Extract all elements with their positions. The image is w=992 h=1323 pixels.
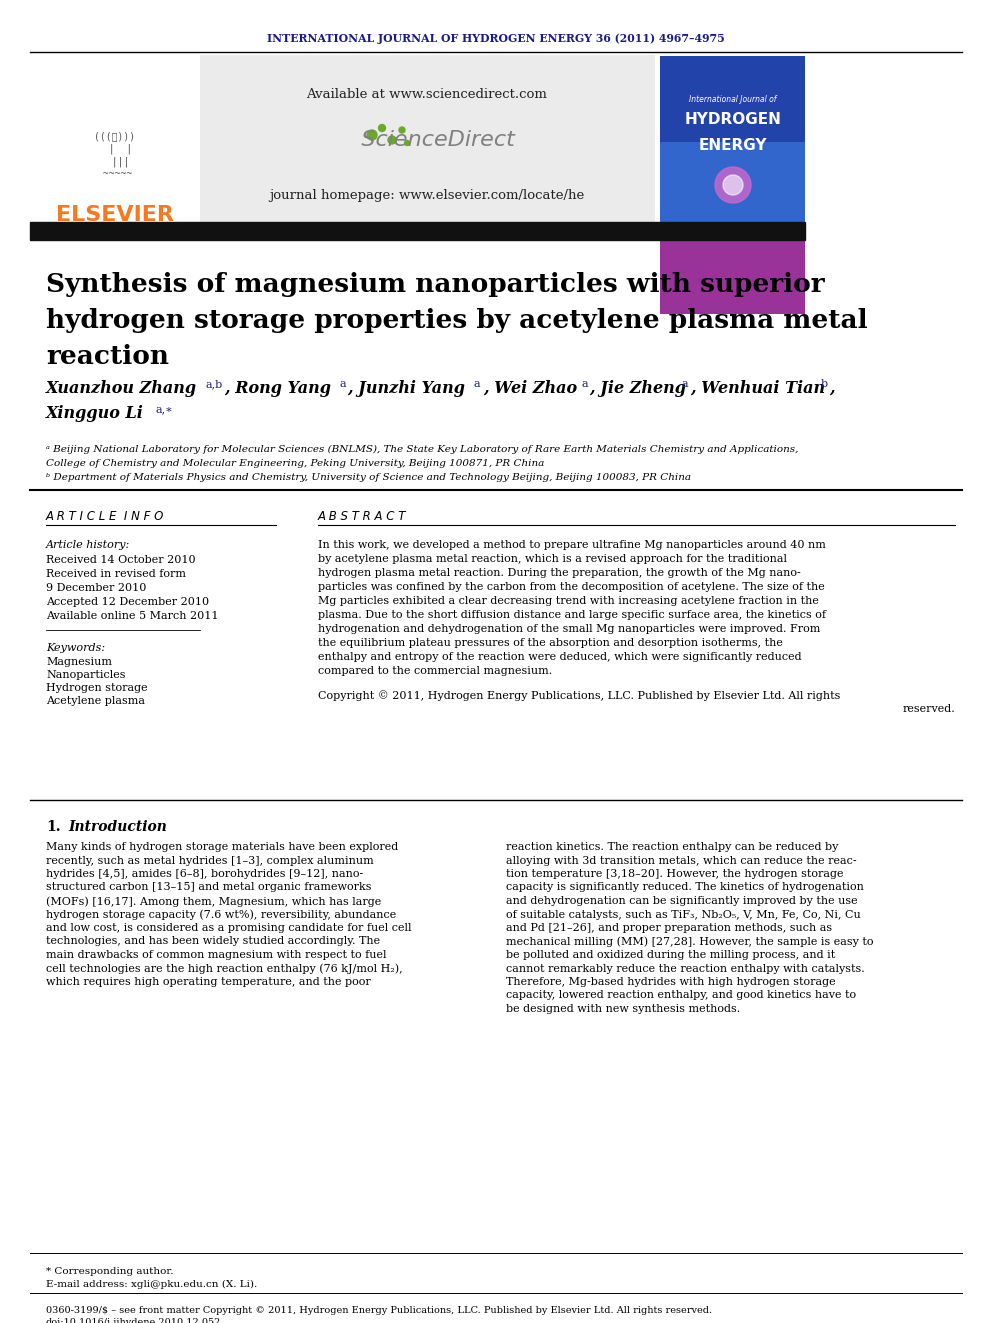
Text: Magnesium: Magnesium	[46, 658, 112, 667]
Text: Article history:: Article history:	[46, 540, 130, 550]
Text: hydrogen storage properties by acetylene plasma metal: hydrogen storage properties by acetylene…	[46, 308, 868, 333]
Text: 0360-3199/$ – see front matter Copyright © 2011, Hydrogen Energy Publications, L: 0360-3199/$ – see front matter Copyright…	[46, 1306, 712, 1315]
Text: structured carbon [13–15] and metal organic frameworks: structured carbon [13–15] and metal orga…	[46, 882, 371, 893]
Text: Received 14 October 2010: Received 14 October 2010	[46, 556, 195, 565]
Text: Xingguo Li: Xingguo Li	[46, 405, 144, 422]
Text: be designed with new synthesis methods.: be designed with new synthesis methods.	[506, 1004, 740, 1013]
Text: hydrogenation and dehydrogenation of the small Mg nanoparticles were improved. F: hydrogenation and dehydrogenation of the…	[318, 624, 820, 634]
Text: , Junzhi Yang: , Junzhi Yang	[347, 380, 465, 397]
Text: Xuanzhou Zhang: Xuanzhou Zhang	[46, 380, 197, 397]
Text: Copyright © 2011, Hydrogen Energy Publications, LLC. Published by Elsevier Ltd. : Copyright © 2011, Hydrogen Energy Public…	[318, 691, 840, 701]
Text: a: a	[681, 378, 687, 389]
Text: by acetylene plasma metal reaction, which is a revised approach for the traditio: by acetylene plasma metal reaction, whic…	[318, 554, 787, 564]
Bar	[200, 56, 655, 228]
Text: a,b: a,b	[206, 378, 223, 389]
Text: (MOFs) [16,17]. Among them, Magnesium, which has large: (MOFs) [16,17]. Among them, Magnesium, w…	[46, 896, 381, 906]
Text: Many kinds of hydrogen storage materials have been explored: Many kinds of hydrogen storage materials…	[46, 841, 398, 852]
Text: particles was confined by the carbon from the decomposition of acetylene. The si: particles was confined by the carbon fro…	[318, 582, 824, 591]
Text: plasma. Due to the short diffusion distance and large specific surface area, the: plasma. Due to the short diffusion dista…	[318, 610, 826, 620]
Text: , Rong Yang: , Rong Yang	[224, 380, 331, 397]
Text: ENERGY: ENERGY	[698, 138, 767, 152]
Bar	[660, 56, 805, 228]
Text: College of Chemistry and Molecular Engineering, Peking University, Beijing 10087: College of Chemistry and Molecular Engin…	[46, 459, 545, 468]
Text: 1.: 1.	[46, 820, 61, 833]
Text: Therefore, Mg-based hydrides with high hydrogen storage: Therefore, Mg-based hydrides with high h…	[506, 976, 835, 987]
Text: Available at www.sciencedirect.com: Available at www.sciencedirect.com	[307, 89, 548, 102]
Text: compared to the commercial magnesium.: compared to the commercial magnesium.	[318, 665, 553, 676]
Text: ᵇ Department of Materials Physics and Chemistry, University of Science and Techn: ᵇ Department of Materials Physics and Ch…	[46, 474, 691, 482]
Circle shape	[379, 124, 386, 131]
Text: Received in revised form: Received in revised form	[46, 569, 186, 579]
Text: HYDROGEN: HYDROGEN	[684, 112, 782, 127]
Text: hydrogen storage capacity (7.6 wt%), reversibility, abundance: hydrogen storage capacity (7.6 wt%), rev…	[46, 909, 396, 919]
Text: a: a	[581, 378, 587, 389]
Bar	[660, 228, 805, 314]
Text: Available online 5 March 2011: Available online 5 March 2011	[46, 611, 218, 620]
Bar	[30, 56, 200, 225]
Text: b: b	[821, 378, 828, 389]
Text: be polluted and oxidized during the milling process, and it: be polluted and oxidized during the mill…	[506, 950, 835, 960]
Text: main drawbacks of common magnesium with respect to fuel: main drawbacks of common magnesium with …	[46, 950, 387, 960]
Bar	[30, 222, 805, 239]
Text: reaction: reaction	[46, 344, 169, 369]
Circle shape	[399, 127, 405, 134]
Text: cell technologies are the high reaction enthalpy (76 kJ/mol H₂),: cell technologies are the high reaction …	[46, 963, 403, 974]
Text: capacity, lowered reaction enthalpy, and good kinetics have to: capacity, lowered reaction enthalpy, and…	[506, 991, 856, 1000]
Text: the equilibrium plateau pressures of the absorption and desorption isotherms, th: the equilibrium plateau pressures of the…	[318, 638, 783, 648]
Text: INTERNATIONAL JOURNAL OF HYDROGEN ENERGY 36 (2011) 4967–4975: INTERNATIONAL JOURNAL OF HYDROGEN ENERGY…	[267, 33, 725, 44]
Text: , Wei Zhao: , Wei Zhao	[483, 380, 577, 397]
Text: a: a	[339, 378, 345, 389]
Text: Hydrogen storage: Hydrogen storage	[46, 683, 148, 693]
Text: alloying with 3d transition metals, which can reduce the reac-: alloying with 3d transition metals, whic…	[506, 856, 857, 865]
Text: hydrogen plasma metal reaction. During the preparation, the growth of the Mg nan: hydrogen plasma metal reaction. During t…	[318, 568, 801, 578]
Text: ,: ,	[829, 380, 834, 397]
Text: Accepted 12 December 2010: Accepted 12 December 2010	[46, 597, 209, 607]
Circle shape	[715, 167, 751, 202]
Text: which requires high operating temperature, and the poor: which requires high operating temperatur…	[46, 976, 371, 987]
Text: Introduction: Introduction	[68, 820, 167, 833]
Text: technologies, and has been widely studied accordingly. The: technologies, and has been widely studie…	[46, 937, 380, 946]
Text: of suitable catalysts, such as TiF₃, Nb₂O₅, V, Mn, Fe, Co, Ni, Cu: of suitable catalysts, such as TiF₃, Nb₂…	[506, 909, 861, 919]
Text: ᵃ Beijing National Laboratory for Molecular Sciences (BNLMS), The State Key Labo: ᵃ Beijing National Laboratory for Molecu…	[46, 445, 799, 454]
Text: ELSEVIER: ELSEVIER	[57, 205, 174, 225]
Text: Synthesis of magnesium nanoparticles with superior: Synthesis of magnesium nanoparticles wit…	[46, 273, 824, 296]
Text: tion temperature [3,18–20]. However, the hydrogen storage: tion temperature [3,18–20]. However, the…	[506, 869, 843, 878]
Text: International Journal of: International Journal of	[689, 95, 777, 105]
Circle shape	[723, 175, 743, 194]
Text: mechanical milling (MM) [27,28]. However, the sample is easy to: mechanical milling (MM) [27,28]. However…	[506, 937, 874, 947]
Text: a,∗: a,∗	[155, 404, 173, 414]
Text: capacity is significantly reduced. The kinetics of hydrogenation: capacity is significantly reduced. The k…	[506, 882, 864, 893]
Text: reaction kinetics. The reaction enthalpy can be reduced by: reaction kinetics. The reaction enthalpy…	[506, 841, 838, 852]
Text: journal homepage: www.elsevier.com/locate/he: journal homepage: www.elsevier.com/locat…	[270, 188, 584, 201]
Text: hydrides [4,5], amides [6–8], borohydrides [9–12], nano-: hydrides [4,5], amides [6–8], borohydrid…	[46, 869, 363, 878]
Text: Acetylene plasma: Acetylene plasma	[46, 696, 145, 706]
Text: , Wenhuai Tian: , Wenhuai Tian	[690, 380, 825, 397]
Text: and low cost, is considered as a promising candidate for fuel cell: and low cost, is considered as a promisi…	[46, 923, 412, 933]
Text: In this work, we developed a method to prepare ultrafine Mg nanoparticles around: In this work, we developed a method to p…	[318, 540, 826, 550]
Text: reserved.: reserved.	[903, 704, 955, 714]
Circle shape	[388, 136, 396, 144]
Text: 9 December 2010: 9 December 2010	[46, 583, 147, 593]
Text: and Pd [21–26], and proper preparation methods, such as: and Pd [21–26], and proper preparation m…	[506, 923, 832, 933]
Text: cannot remarkably reduce the reaction enthalpy with catalysts.: cannot remarkably reduce the reaction en…	[506, 963, 865, 974]
Text: Mg particles exhibited a clear decreasing trend with increasing acetylene fracti: Mg particles exhibited a clear decreasin…	[318, 595, 818, 606]
Circle shape	[405, 140, 410, 146]
Text: doi:10.1016/j.ijhydene.2010.12.052: doi:10.1016/j.ijhydene.2010.12.052	[46, 1318, 221, 1323]
Text: Keywords:: Keywords:	[46, 643, 105, 654]
Text: Nanoparticles: Nanoparticles	[46, 669, 126, 680]
Text: (((⤨)))
  |  |
  |||
 ~~~~~: (((⤨))) | | ||| ~~~~~	[94, 131, 136, 179]
Text: a: a	[474, 378, 481, 389]
Text: A B S T R A C T: A B S T R A C T	[318, 509, 407, 523]
Text: * Corresponding author.: * Corresponding author.	[46, 1267, 174, 1275]
Text: ScienceDirect: ScienceDirect	[339, 130, 515, 149]
Text: E-mail address: xgli@pku.edu.cn (X. Li).: E-mail address: xgli@pku.edu.cn (X. Li).	[46, 1279, 257, 1289]
Text: and dehydrogenation can be significantly improved by the use: and dehydrogenation can be significantly…	[506, 896, 858, 906]
Text: recently, such as metal hydrides [1–3], complex aluminum: recently, such as metal hydrides [1–3], …	[46, 856, 374, 865]
Circle shape	[367, 130, 377, 140]
Text: enthalpy and entropy of the reaction were deduced, which were significantly redu: enthalpy and entropy of the reaction wer…	[318, 652, 802, 662]
Text: A R T I C L E  I N F O: A R T I C L E I N F O	[46, 509, 165, 523]
Bar	[660, 142, 805, 228]
Text: , Jie Zheng: , Jie Zheng	[589, 380, 686, 397]
